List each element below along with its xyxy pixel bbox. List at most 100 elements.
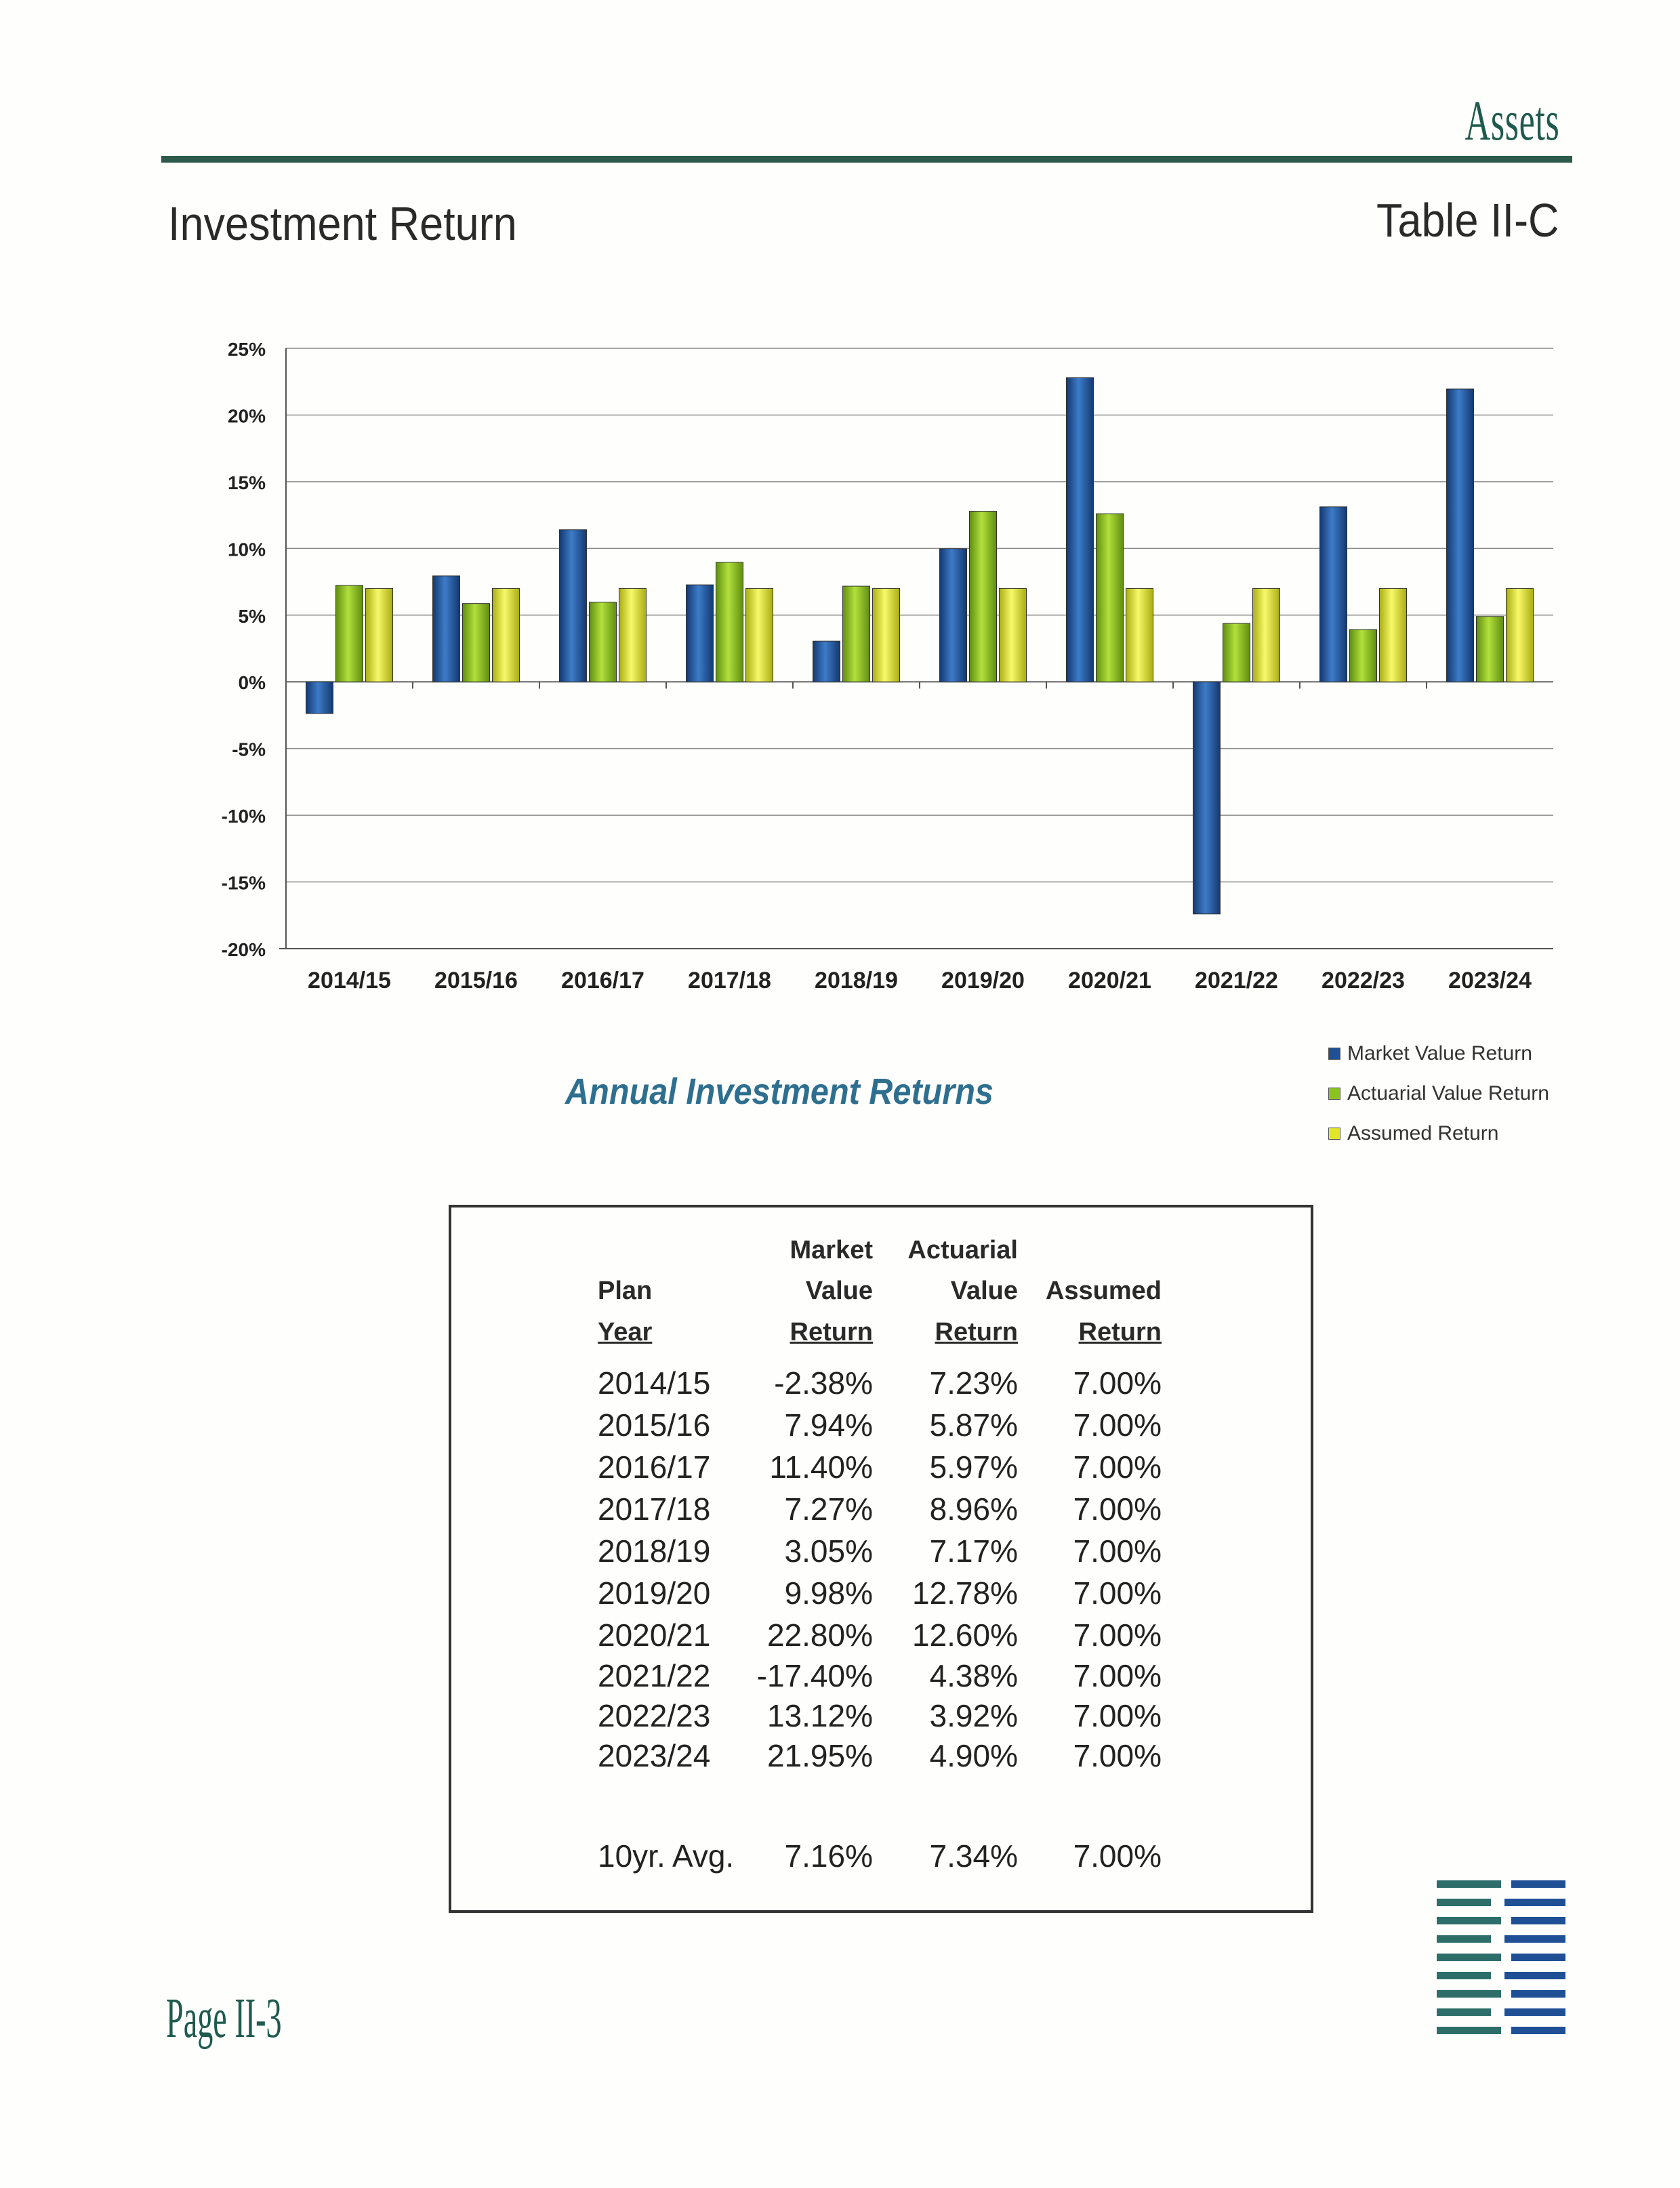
logo-stripe — [1437, 1917, 1501, 1924]
section-tag: Assets — [1464, 89, 1559, 152]
cell-year: 2022/23 — [598, 1698, 711, 1733]
logo-stripe — [1504, 1935, 1565, 1943]
y-tick-label: -20% — [222, 939, 266, 960]
average-market: 7.16% — [784, 1838, 873, 1874]
logo-stripe — [1511, 1917, 1565, 1924]
x-tick-label: 2020/21 — [1068, 968, 1151, 993]
cell-year: 2017/18 — [598, 1491, 711, 1527]
bar-chart: 25% 20% 15% 10% 5% 0% -5% -10% -15% -20% 2014/15 20… — [222, 339, 1553, 993]
cell-year: 2021/22 — [598, 1658, 711, 1693]
y-tick-label: 20% — [228, 405, 266, 426]
x-tick-label: 2018/19 — [815, 968, 898, 993]
cell-assumed: 7.00% — [1073, 1738, 1162, 1773]
header-market-value: Value — [805, 1277, 873, 1305]
x-tick-label: 2017/18 — [688, 968, 771, 993]
header-market-return: Return — [790, 1318, 873, 1346]
bar-actuarial — [335, 585, 363, 682]
logo-stripe — [1504, 1899, 1565, 1906]
legend-item-actuarial: Actuarial Value Return — [1328, 1073, 1549, 1113]
bar-assumed — [999, 587, 1027, 682]
cell-year: 2014/15 — [598, 1365, 711, 1401]
logo-stripe — [1511, 1990, 1565, 1998]
cell-year: 2016/17 — [598, 1449, 711, 1485]
legend-label-assumed: Assumed Return — [1347, 1121, 1499, 1144]
table-id: Table II-C — [1376, 194, 1559, 247]
bar-assumed — [1379, 587, 1407, 682]
average-assumed: 7.00% — [1073, 1838, 1162, 1874]
cell-actuarial: 4.90% — [929, 1738, 1018, 1773]
bar-market — [1193, 681, 1221, 915]
bar-market — [813, 640, 840, 682]
header-actuarial: Actuarial — [907, 1236, 1018, 1264]
header-actuarial-return: Return — [935, 1318, 1018, 1346]
cell-actuarial: 8.96% — [929, 1491, 1018, 1527]
cell-year: 2015/16 — [598, 1407, 711, 1443]
cell-actuarial: 7.17% — [929, 1533, 1018, 1569]
header-market: Market — [790, 1236, 874, 1264]
cell-market: 9.98% — [784, 1575, 873, 1611]
bar-actuarial — [1476, 616, 1504, 682]
cell-market: 13.12% — [766, 1698, 873, 1733]
logo-stripe — [1437, 1972, 1491, 1979]
header-year: Year — [598, 1318, 653, 1346]
bar-market — [432, 575, 460, 682]
logo-stripe — [1511, 2027, 1565, 2034]
logo-stripe — [1437, 2027, 1501, 2034]
logo-stripe — [1504, 2008, 1565, 2016]
cell-assumed: 7.00% — [1073, 1658, 1162, 1693]
x-tick-label: 2022/23 — [1322, 968, 1405, 993]
bar-assumed — [872, 587, 900, 682]
bar-assumed — [1506, 587, 1534, 682]
logo-stripe — [1437, 1880, 1501, 1888]
bar-assumed — [619, 587, 647, 682]
cell-actuarial: 3.92% — [929, 1698, 1018, 1733]
x-tick-label: 2016/17 — [561, 968, 644, 993]
bar-assumed — [745, 587, 773, 682]
cell-assumed: 7.00% — [1073, 1449, 1162, 1485]
y-tick-label: 25% — [228, 339, 266, 360]
legend-swatch-market — [1328, 1047, 1340, 1060]
logo-stripe — [1437, 1954, 1501, 1961]
page-number: Page II-3 — [166, 1987, 282, 2050]
cell-actuarial: 5.97% — [929, 1449, 1018, 1485]
cell-market: 3.05% — [784, 1533, 873, 1569]
bar-actuarial — [842, 585, 870, 682]
cell-market: -17.40% — [756, 1658, 873, 1693]
logo-stripe — [1437, 1935, 1491, 1943]
y-tick-label: 5% — [239, 606, 266, 627]
cell-actuarial: 5.87% — [929, 1407, 1018, 1443]
bar-market — [306, 681, 333, 714]
cell-assumed: 7.00% — [1073, 1365, 1162, 1401]
x-tick-label: 2021/22 — [1195, 968, 1278, 993]
bar-market — [1446, 388, 1474, 682]
logo-stripe — [1437, 1899, 1491, 1906]
legend-item-market: Market Value Return — [1328, 1033, 1549, 1073]
y-tick-label: -15% — [222, 873, 266, 894]
cell-assumed: 7.00% — [1073, 1575, 1162, 1611]
cell-market: 22.80% — [766, 1617, 873, 1653]
chart-legend: Market Value Return Actuarial Value Retu… — [1328, 1033, 1549, 1153]
bar-market — [1066, 377, 1094, 682]
bar-market — [559, 529, 587, 682]
x-tick-label: 2015/16 — [434, 968, 518, 993]
x-tick-label: 2023/24 — [1448, 968, 1532, 993]
cell-actuarial: 12.78% — [911, 1575, 1018, 1611]
cell-year: 2019/20 — [598, 1575, 711, 1611]
bar-market — [686, 584, 714, 682]
bar-actuarial — [1096, 513, 1124, 682]
bar-market — [1319, 506, 1347, 682]
logo-stripe — [1437, 1990, 1501, 1998]
average-actuarial: 7.34% — [929, 1838, 1018, 1874]
legend-label-actuarial: Actuarial Value Return — [1347, 1081, 1549, 1105]
header-assumed: Assumed — [1045, 1277, 1162, 1305]
cell-market: 21.95% — [766, 1738, 873, 1773]
average-label: 10yr. Avg. — [598, 1838, 735, 1874]
bar-actuarial — [716, 562, 743, 682]
bar-actuarial — [589, 602, 617, 682]
bar-assumed — [492, 587, 520, 682]
bar-assumed — [1126, 587, 1153, 682]
cell-market: -2.38% — [774, 1365, 873, 1401]
legend-label-market: Market Value Return — [1347, 1041, 1532, 1065]
cell-market: 7.94% — [784, 1407, 873, 1443]
logo-stripe — [1437, 2008, 1491, 2016]
